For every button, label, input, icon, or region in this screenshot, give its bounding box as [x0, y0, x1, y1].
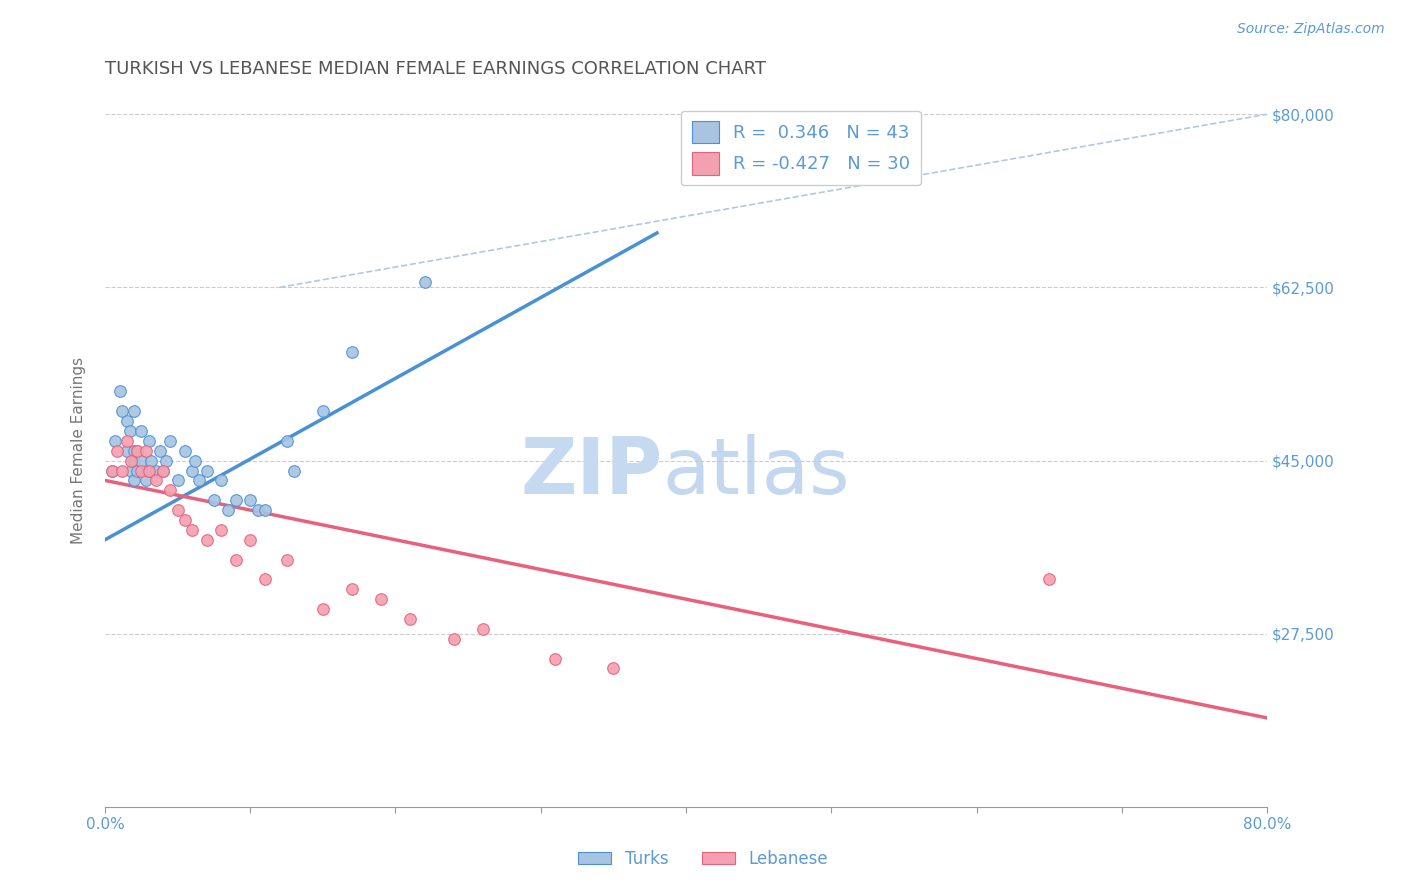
Point	[188, 474, 211, 488]
Point	[152, 463, 174, 477]
Point	[152, 463, 174, 477]
Point	[471, 622, 494, 636]
Point	[370, 592, 392, 607]
Point	[602, 661, 624, 675]
Point	[166, 503, 188, 517]
Point	[246, 503, 269, 517]
Point	[145, 474, 167, 488]
Text: TURKISH VS LEBANESE MEDIAN FEMALE EARNINGS CORRELATION CHART: TURKISH VS LEBANESE MEDIAN FEMALE EARNIN…	[105, 60, 766, 78]
Point	[125, 443, 148, 458]
Legend: Turks, Lebanese: Turks, Lebanese	[571, 844, 835, 875]
Point	[443, 632, 465, 646]
Text: ZIP: ZIP	[520, 434, 662, 510]
Point	[166, 474, 188, 488]
Point	[141, 453, 163, 467]
Point	[120, 453, 142, 467]
Point	[115, 443, 138, 458]
Point	[159, 434, 181, 448]
Point	[312, 404, 335, 418]
Point	[225, 552, 247, 566]
Point	[399, 612, 422, 626]
Point	[131, 424, 153, 438]
Point	[104, 434, 127, 448]
Point	[181, 523, 204, 537]
Point	[217, 503, 239, 517]
Point	[413, 276, 436, 290]
Point	[122, 453, 145, 467]
Point	[122, 474, 145, 488]
Point	[135, 474, 157, 488]
Point	[184, 453, 207, 467]
Point	[138, 463, 160, 477]
Point	[120, 463, 142, 477]
Point	[312, 602, 335, 616]
Point	[195, 533, 218, 547]
Point	[149, 443, 172, 458]
Point	[225, 493, 247, 508]
Point	[125, 443, 148, 458]
Point	[125, 463, 148, 477]
Point	[145, 463, 167, 477]
Point	[115, 434, 138, 448]
Point	[118, 424, 141, 438]
Point	[101, 463, 124, 477]
Point	[181, 463, 204, 477]
Legend: R =  0.346   N = 43, R = -0.427   N = 30: R = 0.346 N = 43, R = -0.427 N = 30	[681, 111, 921, 186]
Point	[239, 533, 262, 547]
Point	[122, 443, 145, 458]
Point	[195, 463, 218, 477]
Point	[283, 463, 305, 477]
Point	[253, 503, 276, 517]
Y-axis label: Median Female Earnings: Median Female Earnings	[72, 357, 86, 544]
Point	[108, 384, 131, 399]
Text: atlas: atlas	[662, 434, 851, 510]
Point	[131, 453, 153, 467]
Point	[253, 573, 276, 587]
Point	[111, 404, 134, 418]
Point	[115, 414, 138, 428]
Point	[276, 552, 298, 566]
Point	[122, 404, 145, 418]
Point	[135, 443, 157, 458]
Point	[101, 463, 124, 477]
Point	[276, 434, 298, 448]
Point	[340, 344, 363, 359]
Point	[340, 582, 363, 597]
Point	[111, 463, 134, 477]
Text: Source: ZipAtlas.com: Source: ZipAtlas.com	[1237, 22, 1385, 37]
Point	[131, 463, 153, 477]
Point	[202, 493, 225, 508]
Point	[173, 443, 195, 458]
Point	[209, 474, 232, 488]
Point	[544, 651, 567, 665]
Point	[1038, 573, 1060, 587]
Point	[173, 513, 195, 527]
Point	[105, 443, 128, 458]
Point	[209, 523, 232, 537]
Point	[159, 483, 181, 498]
Point	[138, 434, 160, 448]
Point	[155, 453, 177, 467]
Point	[239, 493, 262, 508]
Point	[138, 463, 160, 477]
